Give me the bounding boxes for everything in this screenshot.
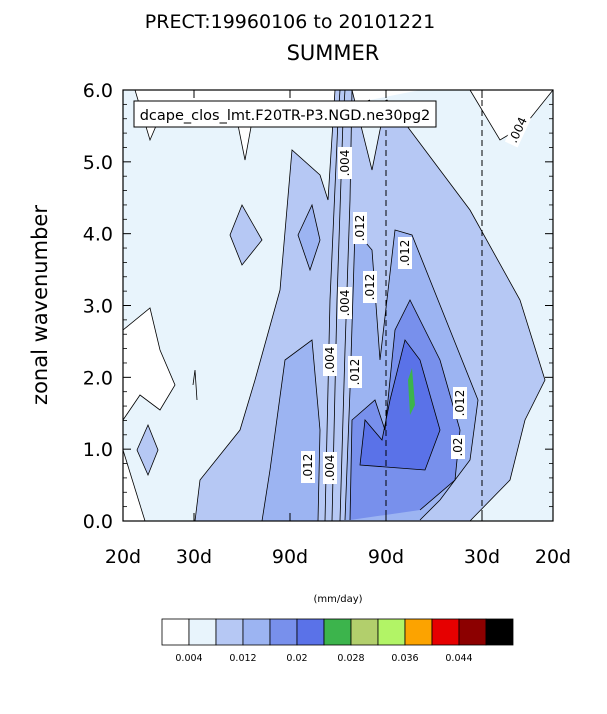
x-tick-label: 30d <box>464 546 500 568</box>
colorbar-swatch <box>242 618 271 646</box>
colorbar-swatch <box>431 618 460 646</box>
colorbar <box>161 618 514 646</box>
contour-label: .012 <box>353 215 367 242</box>
contour-label: .012 <box>453 390 467 417</box>
x-tick-label: 90d <box>272 546 308 568</box>
y-tick-label: 5.0 <box>83 152 113 174</box>
contour-label: .02 <box>451 437 465 456</box>
colorbar-swatch <box>458 618 487 646</box>
region-white-topright <box>470 90 553 140</box>
plot-area: .004 .004 .004 .012 .012 .012 .012 .012 … <box>122 89 554 522</box>
colorbar-label: 0.036 <box>391 653 418 664</box>
chart-subtitle: SUMMER <box>287 41 380 65</box>
colorbar-labels: 0.004 0.012 0.02 0.028 0.036 0.044 <box>175 653 472 664</box>
y-tick-label: 2.0 <box>83 367 113 389</box>
region-white-left <box>123 308 175 420</box>
y-tick-label: 3.0 <box>83 296 113 318</box>
colorbar-swatch <box>323 618 352 646</box>
colorbar-label: 0.028 <box>337 653 364 664</box>
y-tick-label: 4.0 <box>83 224 113 246</box>
colorbar-swatch <box>161 618 190 646</box>
colorbar-swatch <box>485 618 514 646</box>
colorbar-label: 0.044 <box>445 653 472 664</box>
colorbar-label: 0.004 <box>175 653 202 664</box>
x-tick-label: 90d <box>368 546 404 568</box>
colorbar-swatch <box>404 618 433 646</box>
region-lv6 <box>408 368 415 415</box>
contour-lines <box>122 89 554 522</box>
contour-label: .004 <box>323 455 337 482</box>
y-tick-label: 1.0 <box>83 439 113 461</box>
chart-title: PRECT:19960106 to 20101221 <box>145 11 435 33</box>
region-lv3-island <box>298 205 320 270</box>
colorbar-swatch <box>188 618 217 646</box>
label-box: dcape_clos_lmt.F20TR-P3.NGD.ne30pg2 <box>140 108 431 124</box>
contour-label: .004 <box>338 150 352 177</box>
y-tick-label: 6.0 <box>83 80 113 102</box>
contour-label: .012 <box>363 274 377 301</box>
contour-label: .012 <box>348 359 362 386</box>
region-lv5 <box>360 340 440 470</box>
colorbar-swatch <box>377 618 406 646</box>
x-tick-label: 20d <box>535 546 571 568</box>
x-axis: 20d 30d 90d 90d 30d 20d <box>105 90 571 568</box>
y-tick-label: 0.0 <box>83 511 113 533</box>
y-axis: 0.0 1.0 2.0 3.0 4.0 5.0 6.0 <box>83 80 553 533</box>
contour-label: .012 <box>301 454 315 481</box>
y-axis-label: zonal wavenumber <box>28 205 52 405</box>
x-tick-label: 20d <box>105 546 141 568</box>
colorbar-swatch <box>350 618 379 646</box>
colorbar-swatch <box>215 618 244 646</box>
contour-label: .012 <box>398 240 412 267</box>
x-tick-label: 30d <box>176 546 212 568</box>
colorbar-label: 0.02 <box>286 653 307 664</box>
colorbar-swatch <box>269 618 298 646</box>
colorbar-label: 0.012 <box>229 653 256 664</box>
colorbar-units: (mm/day) <box>313 594 362 605</box>
contour-label: .004 <box>338 290 352 317</box>
contour-label: .004 <box>323 347 337 374</box>
label-box-frame <box>133 100 437 128</box>
colorbar-swatch <box>296 618 325 646</box>
